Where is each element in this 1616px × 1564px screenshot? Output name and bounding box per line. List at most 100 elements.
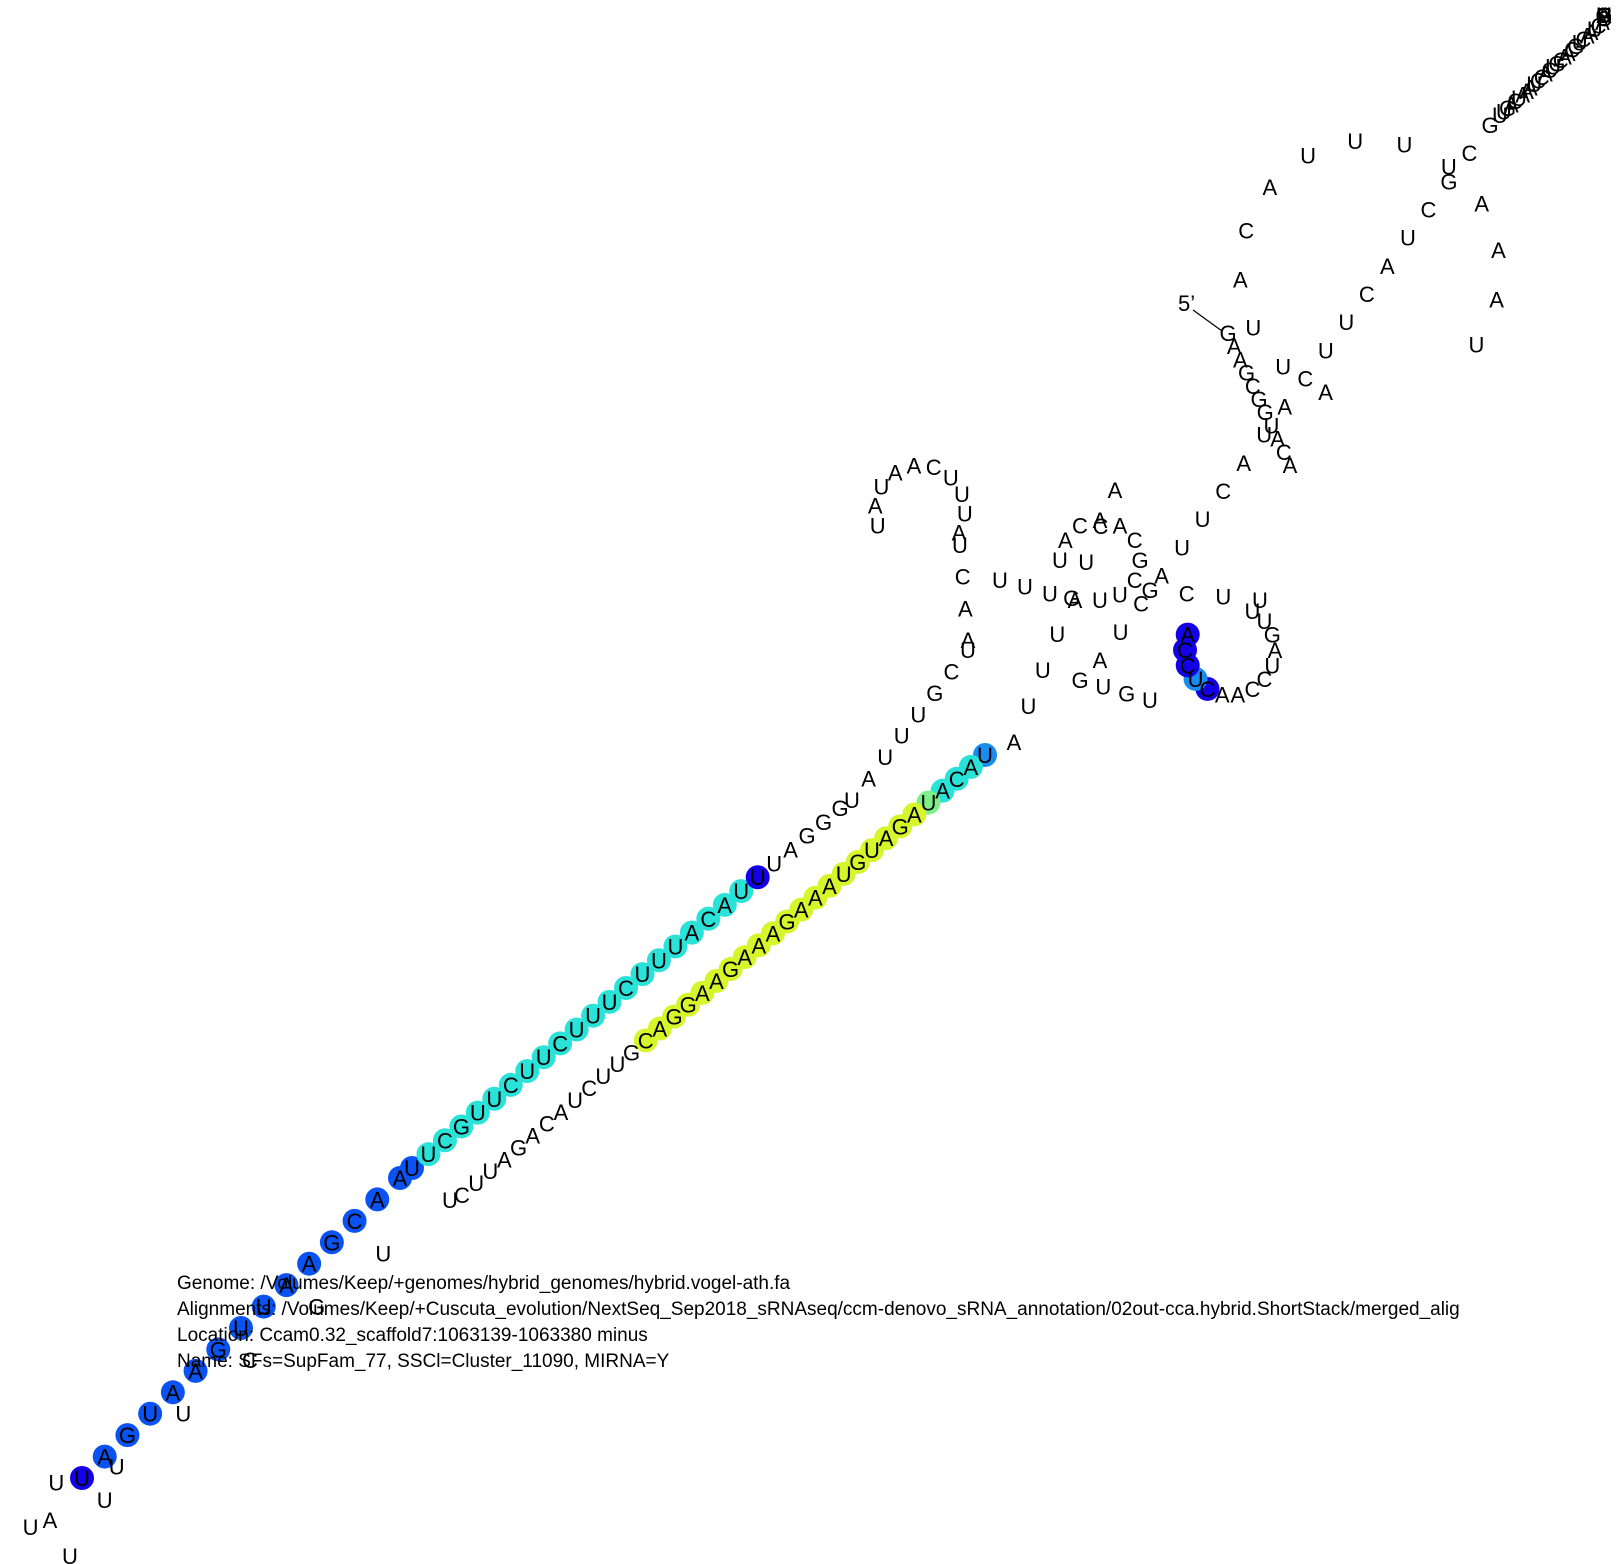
nucleotide-letter: U (1511, 86, 1527, 111)
nucleotide-letter: U (1215, 585, 1231, 610)
nucleotide-letter: G (849, 850, 866, 875)
nucleotide-letter: C (1596, 3, 1612, 28)
nucleotide-letter: A (717, 893, 732, 918)
nucleotide-letter: A (1584, 20, 1599, 45)
nucleotide-marker (614, 976, 638, 1000)
nucleotide-letter: U (1572, 31, 1588, 56)
nucleotide-letter: A (43, 1508, 58, 1533)
nucleotide-letter: C (1507, 89, 1523, 114)
nucleotide-letter: G (1238, 361, 1255, 386)
nucleotide-letter: U (1174, 535, 1190, 560)
nucleotide-letter: U (1095, 675, 1111, 700)
nucleotide-letter: U (836, 862, 852, 887)
nucleotide-letter: A (907, 802, 922, 827)
nucleotide-letter: C (926, 455, 942, 480)
nucleotide-letter: C (1541, 58, 1557, 83)
nucleotide-letter: A (1263, 175, 1278, 200)
nucleotide-letter: U (62, 1544, 78, 1564)
nucleotide-letter: G (680, 993, 697, 1018)
nucleotide-letter: U (844, 788, 860, 813)
nucleotide-letter: U (1049, 622, 1065, 647)
nucleotide-letter: G (1481, 113, 1498, 138)
nucleotide-letter: G (1071, 668, 1088, 693)
nucleotide-letter: C (1245, 677, 1261, 702)
nucleotide-letter: U (766, 851, 782, 876)
five-prime-connector (1192, 309, 1223, 332)
nucleotide-letter: A (525, 1124, 540, 1149)
nucleotide-marker (206, 1337, 231, 1362)
location-line: Location: Ccam0.32_scaffold7:1063139-106… (177, 1325, 648, 1346)
nucleotide-letter: U (1256, 423, 1272, 448)
nucleotide-letter: A (783, 838, 798, 863)
nucleotide-letter: U (486, 1087, 502, 1112)
nucleotide-letter: U (1017, 575, 1033, 600)
expression-markers (70, 622, 1220, 1490)
nucleotide-letter: A (1380, 254, 1395, 279)
nucleotide-letter: C (437, 1128, 453, 1153)
nucleotide-letter: A (808, 886, 823, 911)
nucleotide-letter: A (1233, 347, 1248, 372)
nucleotide-letter: C (242, 1348, 258, 1373)
nucleotide-marker (416, 1142, 441, 1167)
nucleotide-letter: U (1397, 133, 1413, 158)
nucleotide-letter: G (1264, 623, 1281, 648)
nucleotide-letter: C (1553, 48, 1569, 73)
nucleotide-marker (633, 1028, 658, 1053)
nucleotide-letter: A (1093, 508, 1108, 533)
nucleotide-letter: U (97, 1488, 113, 1513)
nucleotide-marker (449, 1114, 474, 1139)
nucleotide-marker (564, 1017, 589, 1042)
nucleotide-letter: C (1093, 514, 1109, 539)
nucleotide-letter: C (1179, 581, 1195, 606)
nucleotide-letter: A (554, 1100, 569, 1125)
nucleotide-letter: A (1515, 82, 1530, 107)
nucleotide-letter: U (442, 1188, 458, 1213)
nucleotide-letter: A (1489, 287, 1504, 312)
nucleotide-marker (696, 906, 721, 931)
nucleotide-letter: U (1035, 658, 1051, 683)
nucleotide-letter: U (519, 1059, 535, 1084)
nucleotide-letter: C (1596, 3, 1612, 28)
nucleotide-letter: A (1093, 648, 1108, 673)
nucleotide-letter: C (1215, 479, 1231, 504)
nucleotide-letter: U (1492, 103, 1508, 128)
nucleotide-marker (342, 1208, 367, 1233)
nucleotide-letter: A (1538, 62, 1553, 87)
nucleotide-letter: G (510, 1135, 527, 1160)
nucleotide-letter: C (1200, 677, 1216, 702)
nucleotide-letter: A (1597, 3, 1612, 28)
nucleotide-letter: A (97, 1445, 112, 1470)
nucleotide-letter: G (453, 1114, 470, 1139)
nucleotide-letter: A (907, 453, 922, 478)
nucleotide-letter: C (1596, 6, 1612, 31)
nucleotide-letter: A (1595, 10, 1610, 35)
nucleotide-marker (1175, 622, 1200, 647)
nucleotide-letter: U (1245, 315, 1261, 340)
nucleotide-marker (183, 1358, 208, 1383)
nucleotide-marker (251, 1294, 276, 1319)
nucleotide-letter: U (1263, 413, 1279, 438)
nucleotide-letter: A (188, 1359, 203, 1384)
nucleotide-letter: G (1250, 387, 1267, 412)
nucleotide-marker (319, 1230, 344, 1255)
nucleotide-letter: U (1347, 129, 1363, 154)
nucleotide-letter: U (1596, 3, 1612, 28)
nucleotide-marker (138, 1401, 163, 1426)
nucleotide-letter: A (751, 933, 766, 958)
nucleotide-letter: U (1113, 620, 1129, 645)
nucleotide-letter: G (623, 1040, 640, 1065)
nucleotide-letter: A (888, 460, 903, 485)
nucleotide-letter: A (497, 1147, 512, 1172)
nucleotide-marker (679, 920, 704, 945)
nucleotide-letter: G (1499, 96, 1516, 121)
nucleotide-letter: A (958, 596, 973, 621)
nucleotide-letter: C (1177, 638, 1193, 663)
nucleotide-letter: U (894, 724, 910, 749)
five-prime-label: 5’ (1178, 291, 1195, 316)
nucleotide-marker (482, 1086, 507, 1111)
nucleotide-letter: A (653, 1017, 668, 1042)
nucleotide-letter: C (618, 976, 634, 1001)
nucleotide-letter: C (1564, 37, 1580, 62)
